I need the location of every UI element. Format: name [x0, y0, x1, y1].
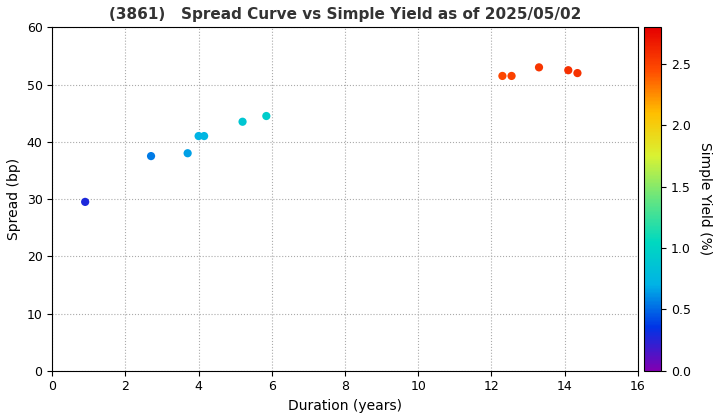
Point: [198, 133, 210, 139]
Point: [572, 70, 583, 76]
Point: [182, 150, 194, 157]
Point: [562, 67, 574, 74]
X-axis label: Duration (years): Duration (years): [288, 399, 402, 413]
Point: [534, 64, 545, 71]
Point: [497, 73, 508, 79]
Point: [193, 133, 204, 139]
Y-axis label: Simple Yield (%): Simple Yield (%): [698, 142, 712, 256]
Point: [237, 118, 248, 125]
Point: [145, 153, 157, 160]
Point: [79, 199, 91, 205]
Title: (3861)   Spread Curve vs Simple Yield as of 2025/05/02: (3861) Spread Curve vs Simple Yield as o…: [109, 7, 581, 22]
Point: [505, 73, 517, 79]
Y-axis label: Spread (bp): Spread (bp): [7, 158, 21, 240]
Point: [261, 113, 272, 119]
